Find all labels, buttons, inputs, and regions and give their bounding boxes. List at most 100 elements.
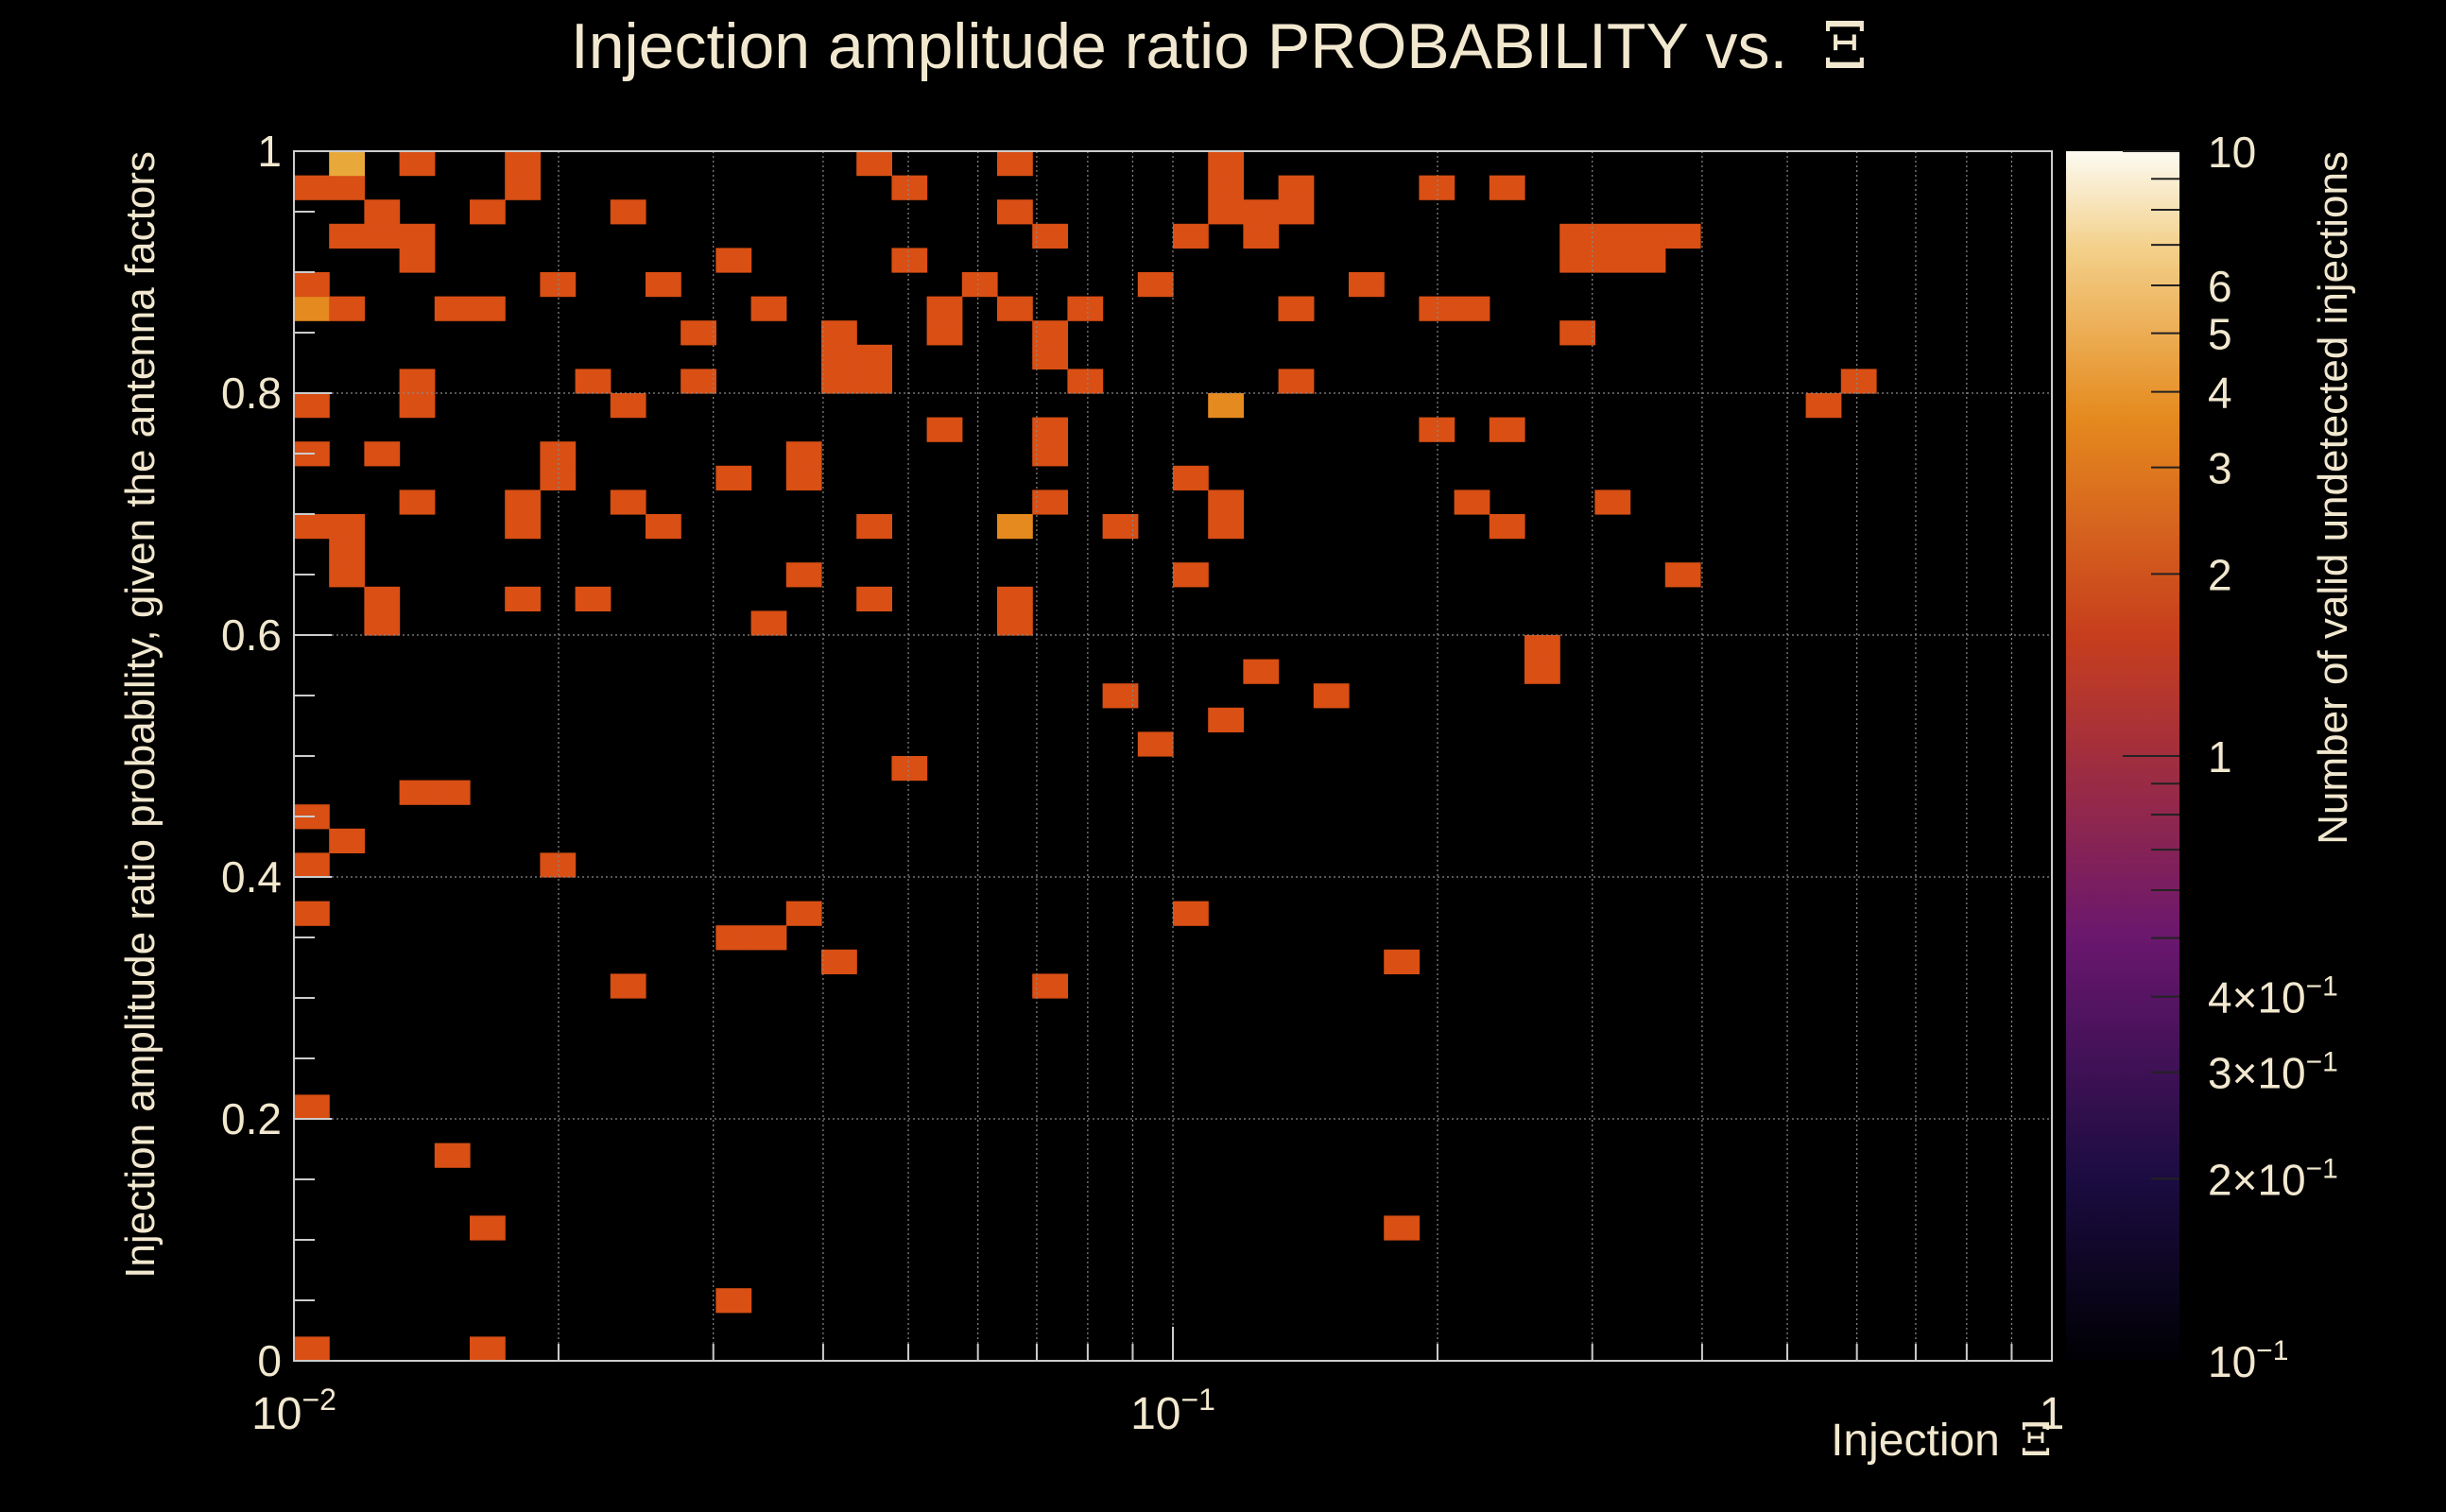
heatmap-cell [399,393,436,419]
colorbar-tick-label: 1 [2208,732,2232,782]
heatmap-cell [750,925,787,951]
heatmap-cell [294,175,330,200]
heatmap-cell [329,514,365,540]
x-tick-base: 10 [251,1389,301,1439]
colorbar-tick-base: 4×10 [2208,973,2306,1022]
heatmap-cell [1559,320,1595,346]
heatmap-cell [505,151,541,177]
heatmap-cell [1419,175,1456,200]
colorbar-tick-exp: −1 [2306,971,2338,1003]
heatmap-cell [926,417,963,442]
heatmap-cell [1137,272,1174,298]
heatmap-cell [997,586,1033,611]
heatmap-cell [997,610,1033,636]
heatmap-cell [399,223,436,249]
colorbar-tick-base: 6 [2208,262,2232,311]
heatmap-cell [505,514,541,540]
heatmap-cell [1384,1215,1420,1241]
colorbar-tick-exp: −1 [2306,1047,2338,1078]
y-tick-label: 0.6 [221,610,282,660]
heatmap-cell [1840,369,1877,394]
heatmap-cell [821,949,857,974]
x-tick-base: 10 [1130,1389,1180,1439]
heatmap-cell [399,780,436,805]
x-axis-label: Injection Ξ [1831,1414,2052,1467]
heatmap-cell [1594,490,1631,515]
heatmap-cell [540,441,577,467]
heatmap-cell [364,199,401,225]
y-tick-label: 1 [257,127,282,176]
heatmap-cell [1032,223,1068,249]
heatmap-cell [785,901,822,926]
colorbar-tick-base: 10 [2208,128,2256,177]
heatmap-cell [505,586,541,611]
heatmap-cell [1243,223,1280,249]
heatmap-cell [1032,490,1068,515]
heatmap-cell [680,320,716,346]
heatmap-cell [540,465,577,490]
heatmap-cell [856,586,892,611]
heatmap-cell [1278,199,1315,225]
heatmap-cell [1349,272,1385,298]
heatmap-cell [294,514,330,540]
heatmap-cell [294,296,330,321]
heatmap-cell [329,828,365,853]
heatmap-cell [505,175,541,200]
colorbar-tick-base: 10 [2208,1337,2256,1386]
colorbar-tick-base: 1 [2208,732,2232,782]
heatmap-cell [329,538,365,563]
heatmap-cell [1524,635,1560,661]
heatmap-cell [1629,223,1666,249]
heatmap-cell [1032,417,1068,442]
heatmap-cell [434,780,471,805]
heatmap-cell [1173,223,1209,249]
y-axis: 0 0.2 0.4 0.6 0.8 1 [221,127,332,1385]
heatmap-cell [364,441,401,467]
heatmap-cell [294,852,330,878]
heatmap-cell [1278,296,1315,321]
heatmap-cell [1805,393,1842,419]
heatmap-cell [821,344,857,369]
heatmap-cell [540,272,577,298]
heatmap-cell [364,223,401,249]
heatmap-cell [610,490,646,515]
heatmap-cell [997,199,1033,225]
heatmap-cell [1278,175,1315,200]
heatmap-cell [1173,562,1209,588]
heatmap-cell [294,1336,330,1362]
heatmap-cell [1629,248,1666,273]
heatmap-cell [434,296,471,321]
x-tick-label: 1 [2040,1389,2065,1439]
colorbar-tick-label: 10 [2208,128,2256,177]
heatmap-cell [575,369,612,394]
heatmap-cell [997,296,1033,321]
heatmap-cell [1032,441,1068,467]
colorbar-tick-base: 3×10 [2208,1049,2306,1098]
heatmap-cell [821,369,857,394]
heatmap-cell [1208,151,1244,177]
heatmap-cell [785,562,822,588]
heatmap-cell [646,272,681,298]
heatmap-cell [1208,199,1244,225]
heatmap-cell [715,1288,752,1314]
heatmap-cell [856,151,892,177]
heatmap-cell [926,296,963,321]
heatmap-cell [470,199,506,225]
heatmap-cell [1489,175,1525,200]
heatmap-cell [610,393,646,419]
heatmap-cell [1594,223,1631,249]
heatmap-cell [1067,369,1104,394]
heatmap-cell [680,369,716,394]
heatmap-cell [1594,248,1631,273]
heatmap-cell [364,586,401,611]
x-tick-exp: −2 [301,1383,336,1417]
heatmap-cell [1243,199,1280,225]
heatmap-cell [294,393,330,419]
colorbar-label: Number of valid undetected injections [2310,151,2356,845]
heatmap-cell [329,223,365,249]
y-tick-label: 0.8 [221,369,282,418]
heatmap-cell [891,756,928,782]
heatmap-cell [1173,465,1209,490]
heatmap-cell [329,296,365,321]
colorbar-tick-label: 5 [2208,310,2232,359]
